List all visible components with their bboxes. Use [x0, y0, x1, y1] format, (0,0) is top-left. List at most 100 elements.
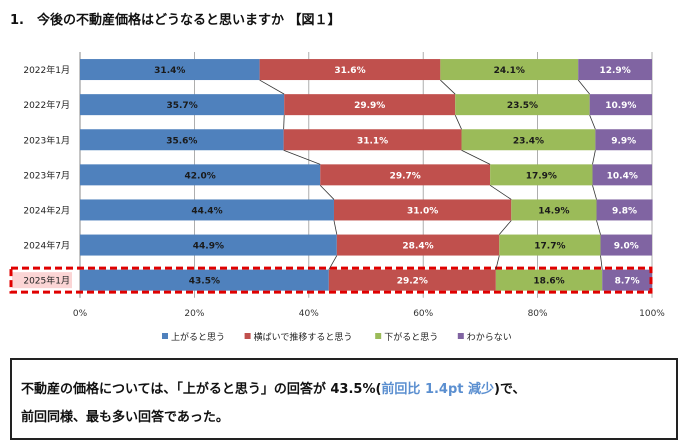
data-label: 24.1% — [494, 66, 525, 76]
highlight-frame — [9, 266, 653, 294]
series-connector-line — [596, 220, 601, 235]
legend-label: 上がると思う — [171, 331, 225, 343]
series-connector-line — [589, 114, 596, 130]
legend-swatch — [244, 333, 251, 339]
bar-segment — [455, 94, 590, 116]
y-category-label: 2024年7月 — [23, 240, 70, 252]
data-label: 29.7% — [390, 171, 421, 181]
bar-segment — [80, 164, 321, 186]
bar-segment — [328, 269, 496, 291]
page-title: 1. 今後の不動産価格はどうなると思いますか 【図１】 — [10, 13, 341, 28]
x-tick-label: 0% — [73, 309, 88, 319]
series-connector-line — [489, 185, 512, 200]
highlight-label-bg — [12, 272, 72, 289]
bar-segment — [495, 269, 603, 291]
y-category-label: 2025年1月 — [23, 275, 70, 287]
data-label: 29.2% — [397, 277, 428, 287]
data-label: 23.4% — [513, 136, 544, 146]
legend-swatch — [457, 333, 464, 339]
summary-line-2: 前回同様、最も多い回答であった。 — [21, 410, 229, 425]
summary-line-1: 不動産の価格については、「上がると思う」の回答が 43.5%(前回比 1.4pt… — [21, 378, 525, 397]
x-tick-label: 60% — [413, 309, 433, 319]
data-label: 10.4% — [607, 171, 638, 181]
series-connector-line — [461, 149, 491, 165]
data-label: 9.0% — [614, 242, 639, 252]
legend-label: 下がると思う — [384, 331, 438, 343]
data-label: 8.7% — [615, 277, 640, 287]
series-connector-line — [495, 255, 500, 270]
series-connector-line — [454, 114, 462, 130]
data-label: 17.7% — [534, 242, 565, 252]
x-tick-label: 100% — [639, 309, 665, 319]
bar-segment — [80, 269, 329, 291]
series-connector-line — [283, 149, 321, 165]
series-connector-line — [592, 185, 597, 200]
data-label: 9.8% — [612, 206, 637, 216]
series-connector-line — [283, 115, 285, 130]
bar-segment — [80, 129, 284, 151]
data-label: 43.5% — [189, 277, 220, 287]
bar-segment — [320, 164, 491, 186]
x-tick-label: 20% — [184, 309, 204, 319]
series-connector-line — [259, 79, 285, 95]
bar-segment — [589, 94, 652, 116]
data-label: 29.9% — [354, 101, 385, 111]
bar-segment — [440, 59, 579, 81]
summary-text-end: )で、 — [494, 382, 526, 397]
y-category-label: 2024年2月 — [23, 204, 70, 216]
data-label: 31.1% — [357, 136, 388, 146]
bar-segment — [592, 164, 652, 186]
legend-label: 横ばいで推移すると思う — [254, 331, 353, 343]
bar-segment — [600, 234, 652, 256]
series-connector-line — [498, 220, 512, 235]
bar-segment — [511, 199, 597, 221]
bar-segment — [490, 164, 593, 186]
bar-segment — [80, 94, 285, 116]
series-connector-line — [592, 150, 596, 165]
data-label: 31.0% — [407, 206, 438, 216]
data-label: 31.6% — [334, 66, 365, 76]
bar-segment — [259, 59, 441, 81]
x-tick-label: 80% — [528, 309, 548, 319]
data-label: 44.9% — [193, 242, 224, 252]
bar-segment — [80, 234, 337, 256]
summary-highlight: 前回比 1.4pt 減少 — [381, 382, 495, 397]
series-connector-line — [333, 220, 338, 235]
bar-segment — [336, 234, 500, 256]
data-label: 31.4% — [154, 66, 185, 76]
legend-label: わからない — [467, 332, 512, 343]
bar-segment — [595, 129, 652, 151]
y-category-label: 2022年7月 — [23, 99, 70, 111]
y-category-label: 2023年1月 — [23, 134, 70, 146]
data-label: 35.7% — [166, 101, 197, 111]
legend-swatch — [375, 333, 382, 339]
bar-segment — [80, 199, 334, 221]
summary-text: 不動産の価格については、「上がると思う」の回答が 43.5%( — [21, 382, 382, 397]
stacked-bar-chart: 0% 20% 40% 60% 80% 100% 2022年1月 31.4% 31.6% 24.1%… — [9, 52, 665, 343]
series-connector-line — [319, 185, 335, 200]
data-label: 35.6% — [166, 136, 197, 146]
data-label: 17.9% — [526, 171, 557, 181]
data-label: 10.9% — [605, 101, 636, 111]
data-label: 18.6% — [533, 277, 564, 287]
bar-segment — [596, 199, 653, 221]
bar-segment — [284, 94, 456, 116]
series-connector-line — [440, 79, 456, 95]
data-label: 12.9% — [599, 66, 630, 76]
data-label: 42.0% — [185, 171, 216, 181]
series-connector-line — [600, 255, 603, 270]
bar-segment — [283, 129, 462, 151]
bar-segment — [499, 234, 601, 256]
series-connector-line — [328, 255, 338, 270]
data-label: 9.9% — [611, 136, 636, 146]
data-label: 44.4% — [191, 206, 222, 216]
data-label: 23.5% — [507, 101, 538, 111]
y-category-label: 2022年1月 — [23, 64, 70, 76]
bar-segment — [333, 199, 512, 221]
y-category-label: 2023年7月 — [23, 169, 70, 181]
bar-segment — [578, 59, 652, 81]
bar-segment — [461, 129, 596, 151]
bar-segment — [80, 59, 260, 81]
data-label: 14.9% — [538, 206, 569, 216]
series-connector-line — [577, 79, 590, 95]
